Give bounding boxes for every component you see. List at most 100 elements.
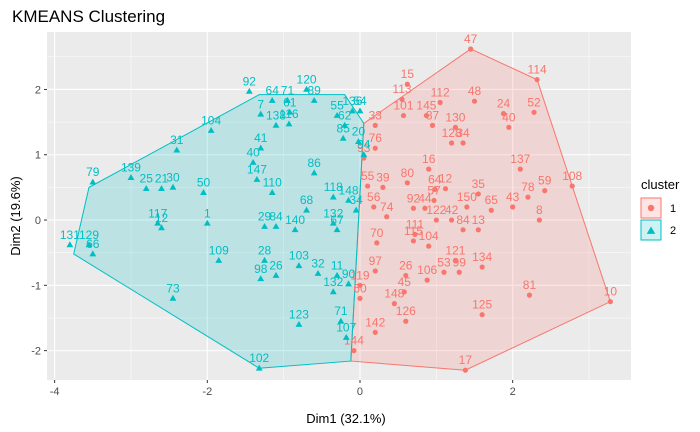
cluster-2-point (341, 121, 349, 128)
x-axis-title: Dim1 (32.1%) (306, 411, 385, 426)
point-label: 1 (204, 206, 211, 220)
cluster-2-point (272, 222, 280, 229)
cluster-2-point (169, 183, 177, 190)
point-label: 94 (357, 138, 371, 152)
cluster-1-point (488, 207, 494, 213)
point-label: 74 (380, 200, 394, 214)
point-label: 48 (468, 84, 482, 98)
cluster-2-point (348, 107, 356, 114)
cluster-2-point (169, 294, 177, 301)
cluster-1-point (410, 238, 417, 244)
point-label: 42 (445, 203, 459, 217)
cluster-2-point (268, 189, 276, 195)
cluster-1-point (525, 194, 531, 200)
cluster-2-point (257, 110, 265, 117)
point-label: 10 (604, 285, 618, 299)
point-label: 132 (323, 275, 343, 289)
point-label: 112 (431, 86, 450, 100)
point-label: 34 (456, 126, 470, 140)
point-label: 39 (376, 170, 390, 184)
point-label: 25 (140, 172, 154, 186)
cluster-2-point (295, 262, 303, 269)
cluster-1-point (607, 299, 613, 305)
cluster-1-point (404, 180, 410, 186)
point-label: 119 (350, 268, 369, 282)
cluster-1-point (460, 140, 466, 146)
point-label: 114 (528, 63, 547, 77)
point-label: 90 (342, 267, 356, 281)
point-label: 40 (246, 146, 260, 160)
point-label: 117 (148, 206, 167, 220)
cluster-2-point (127, 173, 135, 180)
point-label: 30 (166, 170, 180, 184)
cluster-2-point (342, 333, 350, 340)
cluster-1-point (437, 99, 443, 106)
point-label: 31 (170, 133, 184, 147)
cluster-1-point (422, 205, 428, 211)
point-label: 47 (464, 32, 478, 46)
legend-title: cluster (641, 177, 680, 192)
point-label: 24 (497, 97, 511, 111)
cluster-1-point (442, 186, 449, 192)
point-label: 126 (396, 304, 416, 318)
point-label: 92 (407, 191, 421, 205)
cluster-1-point (510, 204, 516, 210)
point-label: 125 (472, 298, 492, 312)
point-label: 54 (353, 94, 367, 108)
point-label: 98 (254, 262, 268, 276)
cluster-1-point (372, 268, 378, 274)
cluster-2-point (261, 256, 268, 263)
cluster-1-point (432, 186, 438, 192)
point-label: 86 (308, 156, 322, 170)
cluster-2-point (303, 206, 310, 213)
point-label: 92 (243, 74, 257, 88)
cluster-1-point (475, 191, 481, 197)
point-label: 116 (279, 107, 298, 121)
cluster-1-point (468, 46, 474, 52)
point-label: 111 (406, 217, 425, 231)
point-label: 150 (457, 190, 477, 204)
point-label: 120 (297, 72, 317, 86)
y-tick-label: -2 (31, 346, 41, 358)
cluster-1-point (351, 348, 357, 354)
cluster-1-point (526, 292, 533, 298)
x-tick-label: -2 (202, 386, 212, 398)
cluster-1-point (569, 183, 575, 189)
cluster-2-point (345, 280, 352, 287)
y-axis-title: Dim2 (19.6%) (8, 176, 23, 255)
cluster-1-point (462, 367, 468, 373)
x-tick-label: 2 (510, 386, 516, 398)
cluster-2-point (203, 219, 211, 226)
point-label: 35 (472, 177, 486, 191)
point-label: 8 (536, 203, 543, 217)
cluster-2-point (355, 138, 362, 145)
cluster-1-point (452, 257, 459, 264)
point-label: 136 (342, 94, 362, 108)
cluster-2-point (85, 241, 93, 248)
cluster-1-point (426, 166, 432, 172)
point-label: 53 (437, 255, 451, 269)
cluster-1-point (531, 109, 537, 115)
y-tick-label: 1 (35, 150, 41, 162)
cluster-1-point (410, 205, 417, 211)
cluster-2-point (142, 185, 150, 192)
cluster-1-point (449, 217, 455, 223)
point-label: 142 (365, 315, 385, 329)
point-label: 26 (399, 259, 413, 273)
cluster-1-point (400, 112, 407, 119)
cluster-1-point (404, 81, 410, 87)
cluster-2-point (286, 108, 294, 115)
cluster-2-point (249, 158, 257, 165)
point-label: 97 (369, 254, 383, 268)
point-label: 43 (506, 190, 520, 204)
point-label: 45 (398, 275, 412, 289)
cluster-2-point (360, 151, 368, 158)
point-label: 123 (289, 308, 309, 322)
cluster-1-point (371, 204, 377, 210)
legend: cluster 1 2 (640, 177, 680, 241)
x-tick-label: -4 (50, 386, 60, 398)
point-label: 55 (330, 99, 344, 113)
point-label: 44 (418, 191, 432, 205)
cluster-2-point (310, 96, 318, 103)
cluster-2-hull (73, 94, 365, 369)
